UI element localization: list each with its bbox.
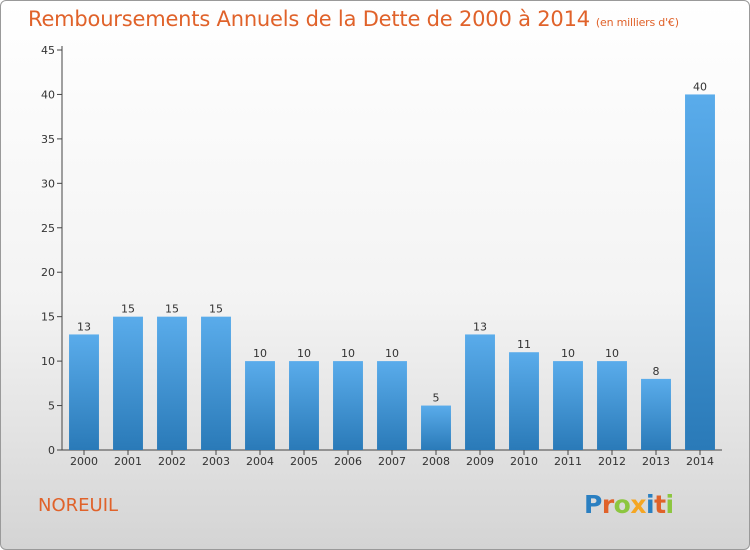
bar bbox=[157, 316, 187, 450]
logo-letter: i bbox=[646, 490, 655, 519]
x-tick-label: 2009 bbox=[466, 455, 494, 468]
data-label: 5 bbox=[433, 392, 440, 405]
x-tick-label: 2003 bbox=[202, 455, 230, 468]
bar bbox=[245, 361, 275, 450]
y-tick-label: 20 bbox=[41, 266, 55, 279]
x-tick-label: 2012 bbox=[598, 455, 626, 468]
logo-letter: r bbox=[601, 490, 614, 519]
y-tick-label: 10 bbox=[41, 355, 55, 368]
x-tick-label: 2006 bbox=[334, 455, 362, 468]
bar bbox=[465, 334, 495, 450]
logo-letter: P bbox=[584, 490, 602, 519]
bar bbox=[333, 361, 363, 450]
data-label: 11 bbox=[517, 338, 531, 351]
logo-letter: t bbox=[654, 490, 666, 519]
x-tick-label: 2000 bbox=[70, 455, 98, 468]
y-tick-label: 15 bbox=[41, 311, 55, 324]
y-tick-label: 5 bbox=[48, 400, 55, 413]
bar bbox=[377, 361, 407, 450]
x-tick-label: 2010 bbox=[510, 455, 538, 468]
y-tick-label: 30 bbox=[41, 177, 55, 190]
bar bbox=[641, 378, 671, 450]
chart-labels: 2000 13 2001 15 2002 15 2003 15 2004 10 2005 10 2006… bbox=[70, 80, 714, 468]
bar bbox=[553, 361, 583, 450]
bar bbox=[509, 352, 539, 450]
x-tick-label: 2007 bbox=[378, 455, 406, 468]
bar bbox=[201, 316, 231, 450]
logo-letter: x bbox=[630, 490, 646, 519]
data-label: 13 bbox=[473, 320, 487, 333]
y-tick-label: 40 bbox=[41, 88, 55, 101]
y-tick-label: 25 bbox=[41, 222, 55, 235]
logo-letter: i bbox=[665, 490, 675, 519]
x-tick-label: 2001 bbox=[114, 455, 142, 468]
x-tick-label: 2002 bbox=[158, 455, 186, 468]
x-tick-label: 2005 bbox=[290, 455, 318, 468]
x-tick-label: 2011 bbox=[554, 455, 582, 468]
bar bbox=[69, 334, 99, 450]
y-tick-label: 35 bbox=[41, 133, 55, 146]
data-label: 15 bbox=[165, 303, 179, 316]
y-tick-label: 0 bbox=[48, 444, 55, 457]
data-label: 10 bbox=[561, 347, 575, 360]
data-label: 15 bbox=[209, 303, 223, 316]
chart-title: Remboursements Annuels de la Dette de 20… bbox=[28, 7, 679, 31]
data-label: 40 bbox=[693, 80, 707, 93]
y-tick-label: 45 bbox=[41, 44, 55, 57]
town-name: NOREUIL bbox=[38, 495, 119, 516]
chart-title-text: Remboursements Annuels de la Dette de 20… bbox=[28, 7, 590, 31]
bar bbox=[289, 361, 319, 450]
chart-bars bbox=[69, 94, 715, 450]
logo-letter: o bbox=[613, 490, 631, 519]
proxiti-logo: Proxiti bbox=[584, 490, 674, 519]
chart-subtitle: (en milliers d'€) bbox=[595, 16, 679, 29]
data-label: 15 bbox=[121, 303, 135, 316]
x-tick-label: 2008 bbox=[422, 455, 450, 468]
bar bbox=[685, 94, 715, 450]
x-tick-label: 2014 bbox=[686, 455, 714, 468]
data-label: 10 bbox=[385, 347, 399, 360]
x-tick-label: 2013 bbox=[642, 455, 670, 468]
x-tick-label: 2004 bbox=[246, 455, 274, 468]
data-label: 10 bbox=[605, 347, 619, 360]
bar bbox=[113, 316, 143, 450]
data-label: 10 bbox=[297, 347, 311, 360]
data-label: 8 bbox=[653, 365, 660, 378]
data-label: 10 bbox=[341, 347, 355, 360]
bar bbox=[421, 405, 451, 450]
data-label: 10 bbox=[253, 347, 267, 360]
bar bbox=[597, 361, 627, 450]
data-label: 13 bbox=[77, 320, 91, 333]
